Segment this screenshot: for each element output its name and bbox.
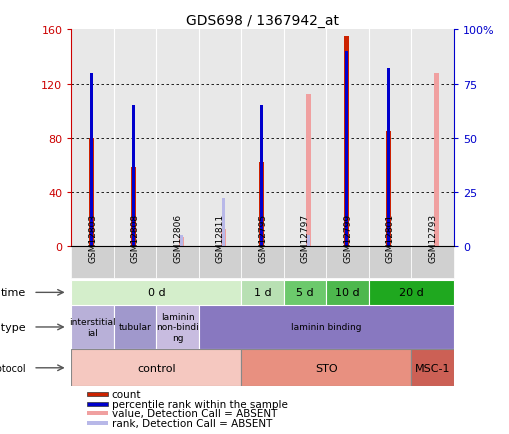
Bar [132, 106, 135, 247]
Bar [305, 95, 310, 247]
Text: growth protocol: growth protocol [0, 363, 25, 373]
Bar [220, 229, 225, 247]
FancyBboxPatch shape [114, 305, 156, 349]
Bar [89, 138, 94, 247]
FancyBboxPatch shape [326, 280, 368, 305]
Text: GSM12803: GSM12803 [88, 214, 97, 263]
FancyBboxPatch shape [284, 247, 326, 279]
Text: rank, Detection Call = ABSENT: rank, Detection Call = ABSENT [111, 418, 271, 428]
Bar [387, 69, 389, 247]
Text: 1 d: 1 d [253, 288, 271, 298]
Text: count: count [111, 389, 141, 399]
Bar [131, 168, 136, 247]
Bar [87, 392, 107, 396]
Bar [260, 106, 262, 247]
Text: interstitial
ial: interstitial ial [69, 318, 116, 337]
Text: tubular: tubular [119, 323, 151, 332]
Bar [87, 411, 107, 415]
Bar [344, 52, 347, 247]
Text: GSM12801: GSM12801 [385, 214, 394, 263]
FancyBboxPatch shape [368, 280, 453, 305]
Text: 20 d: 20 d [398, 288, 423, 298]
FancyBboxPatch shape [199, 247, 241, 279]
Text: GSM12799: GSM12799 [343, 214, 351, 263]
FancyBboxPatch shape [156, 247, 199, 279]
Text: control: control [137, 363, 176, 373]
Text: STO: STO [315, 363, 337, 373]
FancyBboxPatch shape [411, 349, 453, 386]
Text: GSM12797: GSM12797 [300, 214, 309, 263]
FancyBboxPatch shape [71, 247, 114, 279]
FancyBboxPatch shape [241, 349, 411, 386]
Bar [87, 401, 107, 406]
Bar [259, 163, 264, 247]
Text: value, Detection Call = ABSENT: value, Detection Call = ABSENT [111, 408, 276, 418]
FancyBboxPatch shape [71, 280, 241, 305]
Text: GSM12793: GSM12793 [428, 214, 436, 263]
Text: GSM12795: GSM12795 [258, 214, 267, 263]
Text: GSM12806: GSM12806 [173, 214, 182, 263]
Text: 10 d: 10 d [335, 288, 359, 298]
Bar [90, 74, 93, 247]
Text: laminin binding: laminin binding [291, 323, 361, 332]
Text: cell type: cell type [0, 322, 25, 332]
FancyBboxPatch shape [284, 280, 326, 305]
Text: percentile rank within the sample: percentile rank within the sample [111, 399, 287, 409]
FancyBboxPatch shape [241, 247, 284, 279]
FancyBboxPatch shape [199, 305, 453, 349]
FancyBboxPatch shape [411, 247, 453, 279]
Bar [343, 37, 348, 247]
Bar [87, 421, 107, 425]
FancyBboxPatch shape [114, 247, 156, 279]
Bar [178, 238, 183, 247]
FancyBboxPatch shape [156, 305, 199, 349]
FancyBboxPatch shape [71, 305, 114, 349]
Title: GDS698 / 1367942_at: GDS698 / 1367942_at [186, 14, 338, 28]
Text: laminin
non-bindi
ng: laminin non-bindi ng [156, 312, 199, 342]
Text: MSC-1: MSC-1 [414, 363, 449, 373]
Bar [386, 132, 391, 247]
Bar [433, 74, 438, 247]
FancyBboxPatch shape [241, 280, 284, 305]
Text: 0 d: 0 d [147, 288, 165, 298]
Text: 5 d: 5 d [296, 288, 314, 298]
FancyBboxPatch shape [326, 247, 368, 279]
Text: time: time [0, 288, 25, 298]
Bar [179, 236, 182, 247]
Bar [221, 199, 224, 247]
FancyBboxPatch shape [71, 349, 241, 386]
Text: GSM12811: GSM12811 [215, 214, 224, 263]
FancyBboxPatch shape [368, 247, 411, 279]
Text: GSM12808: GSM12808 [130, 214, 139, 263]
Bar [306, 236, 309, 247]
